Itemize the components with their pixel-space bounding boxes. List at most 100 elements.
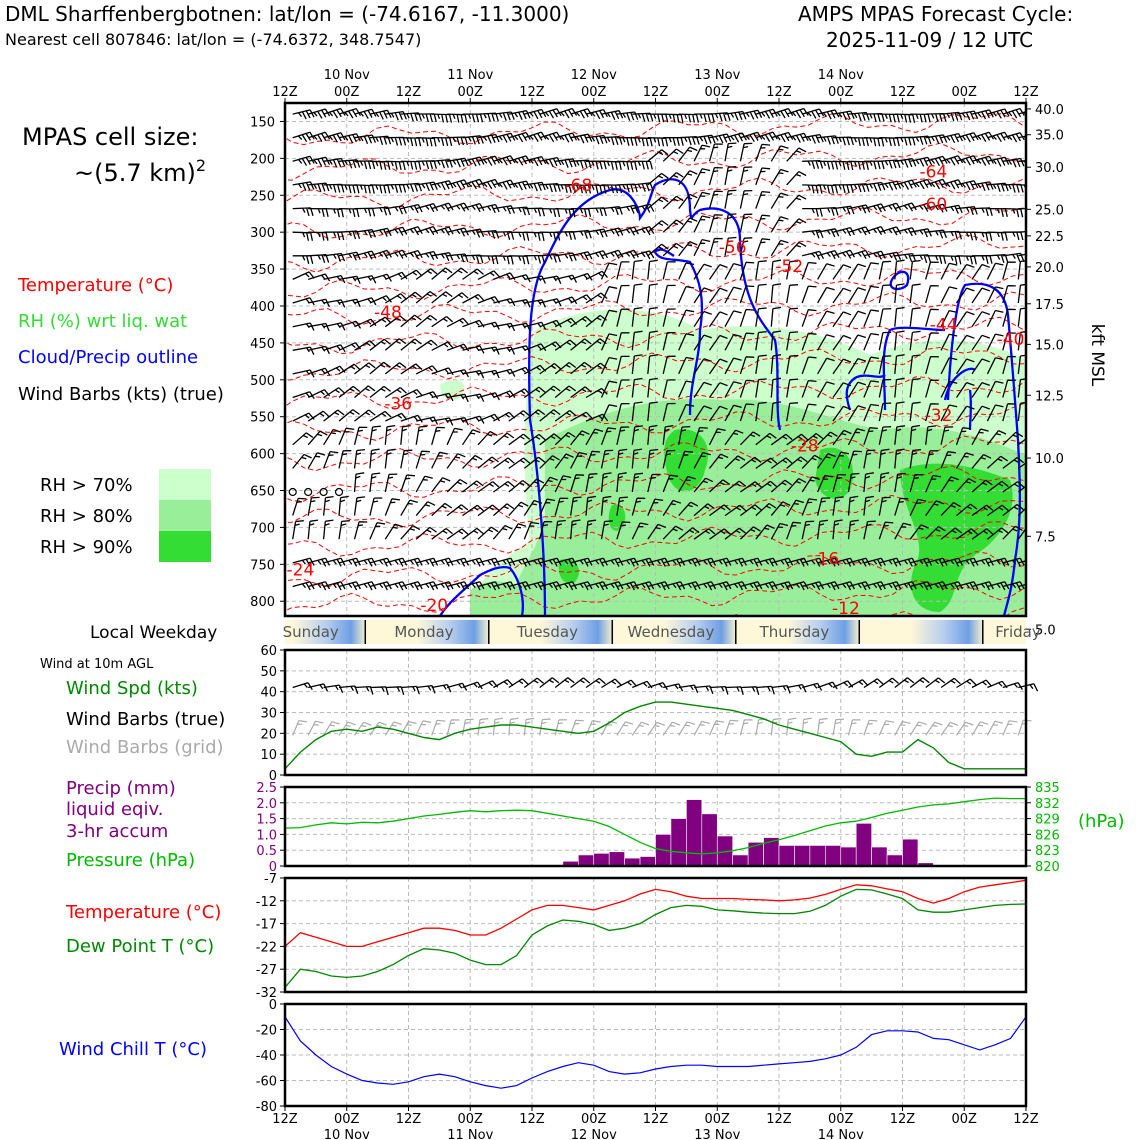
wind-barb bbox=[940, 404, 958, 422]
temperature-contour-8 bbox=[285, 346, 1025, 381]
wind-barb bbox=[971, 428, 989, 446]
wind-barb bbox=[308, 131, 331, 143]
wind-barb bbox=[925, 500, 944, 516]
wind-barb bbox=[647, 172, 669, 186]
wind-barb bbox=[724, 381, 742, 398]
y-tick-label: 0 bbox=[269, 769, 277, 784]
wind-barb bbox=[786, 499, 804, 516]
wind-barb bbox=[647, 377, 658, 398]
wind-barb bbox=[415, 225, 439, 236]
wind-barb bbox=[678, 241, 698, 257]
wind-barb-true bbox=[971, 679, 993, 689]
wind-barb bbox=[292, 131, 315, 142]
wind-barb bbox=[786, 107, 809, 119]
wind-barb bbox=[724, 310, 742, 328]
date-tick-bottom-label: 11 Nov bbox=[447, 1128, 493, 1140]
height-tick-label: 15.0 bbox=[1035, 338, 1064, 353]
wind-barb bbox=[570, 184, 592, 194]
weekday-label: Wednesday bbox=[628, 623, 715, 641]
calm-circle bbox=[334, 487, 344, 497]
wind-barb-true bbox=[616, 679, 638, 689]
wind-barb bbox=[955, 358, 975, 375]
wind-barb bbox=[431, 158, 453, 169]
wind-barb bbox=[369, 316, 392, 328]
wind-barb bbox=[817, 184, 839, 194]
wind-barb bbox=[832, 287, 852, 304]
wind-barb bbox=[817, 228, 840, 238]
wind-barb bbox=[338, 251, 361, 261]
wind-barb bbox=[693, 381, 712, 398]
wind-barb bbox=[523, 521, 540, 540]
wind-barb bbox=[338, 427, 355, 446]
wind-barb bbox=[647, 306, 658, 327]
wind-barb bbox=[353, 496, 366, 516]
wind-barb bbox=[1017, 260, 1026, 280]
date-tick-top-label: 14 Nov bbox=[818, 68, 864, 83]
y-tick-label: 60 bbox=[260, 644, 277, 659]
wind-barb bbox=[847, 381, 866, 398]
wind-barb bbox=[539, 385, 561, 399]
wind-barb bbox=[508, 410, 531, 422]
wind-barb bbox=[323, 231, 345, 241]
wind-barb bbox=[832, 136, 854, 146]
wind-barb bbox=[956, 528, 978, 540]
wind-barb bbox=[539, 183, 561, 193]
date-tick-top-label: 11 Nov bbox=[447, 68, 493, 83]
wind-barb bbox=[616, 261, 630, 280]
nearest-cell-title: Nearest cell 807846: lat/lon = (-74.6372… bbox=[5, 30, 422, 49]
wind-barb bbox=[708, 358, 728, 375]
wind-barb-true bbox=[585, 677, 606, 689]
wind-barb bbox=[863, 112, 885, 122]
wind-barb bbox=[940, 262, 958, 280]
wind-barb bbox=[539, 476, 559, 493]
time-tick-bottom-label: 12Z bbox=[396, 1112, 422, 1127]
cloud-outline-4 bbox=[845, 374, 886, 411]
wind-barb bbox=[431, 315, 454, 328]
temperature-label: -64 bbox=[919, 163, 947, 183]
wind-barb bbox=[755, 331, 767, 351]
date-tick-top-label: 12 Nov bbox=[571, 68, 617, 83]
wind-barb bbox=[323, 428, 342, 446]
wind-barb bbox=[678, 356, 695, 375]
temperature-label: -68 bbox=[564, 176, 592, 196]
wind-barb bbox=[956, 255, 977, 265]
wind-barb bbox=[724, 262, 742, 280]
wind-barb bbox=[554, 475, 572, 493]
wind-barb bbox=[600, 356, 618, 375]
y-tick-label: -32 bbox=[256, 986, 277, 1001]
wind-barb bbox=[987, 231, 1008, 241]
legend-windchill: Wind Chill T (°C) bbox=[59, 1039, 207, 1060]
wind-barb bbox=[431, 113, 453, 123]
wind-barb bbox=[616, 332, 630, 351]
wind-barb bbox=[678, 425, 691, 445]
wind-barb bbox=[384, 424, 396, 445]
wind-barb bbox=[910, 228, 932, 238]
panel-frame bbox=[283, 876, 1028, 994]
wind-barb bbox=[1017, 283, 1026, 304]
temperature-label: -36 bbox=[384, 394, 412, 414]
wind-barb bbox=[987, 207, 1008, 217]
wind-barb bbox=[817, 206, 839, 216]
wind-barb bbox=[338, 159, 361, 169]
wind-barb bbox=[971, 231, 993, 241]
wind-barb bbox=[307, 519, 319, 540]
wind-barb bbox=[801, 520, 815, 540]
date-tick-bottom-label: 10 Nov bbox=[324, 1128, 370, 1140]
wind-barb bbox=[647, 498, 664, 516]
wind-barb bbox=[647, 149, 669, 162]
legend-pressure: Pressure (hPa) bbox=[66, 850, 195, 871]
wind-barb bbox=[755, 401, 767, 422]
wind-barb-grid bbox=[693, 720, 710, 736]
wind-barb-grid bbox=[631, 721, 650, 736]
time-tick-top-label: 12Z bbox=[1013, 85, 1039, 100]
y-tick-label: -22 bbox=[256, 940, 277, 955]
wind-barb bbox=[770, 145, 789, 162]
pressure-tick-label: 250 bbox=[250, 189, 275, 204]
wind-barb bbox=[708, 405, 728, 422]
wind-barb bbox=[878, 284, 892, 304]
wind-barb bbox=[616, 308, 630, 327]
wind-barb bbox=[832, 110, 855, 121]
time-tick-bottom-label: 00Z bbox=[581, 1112, 607, 1127]
wind-barb bbox=[878, 355, 892, 375]
